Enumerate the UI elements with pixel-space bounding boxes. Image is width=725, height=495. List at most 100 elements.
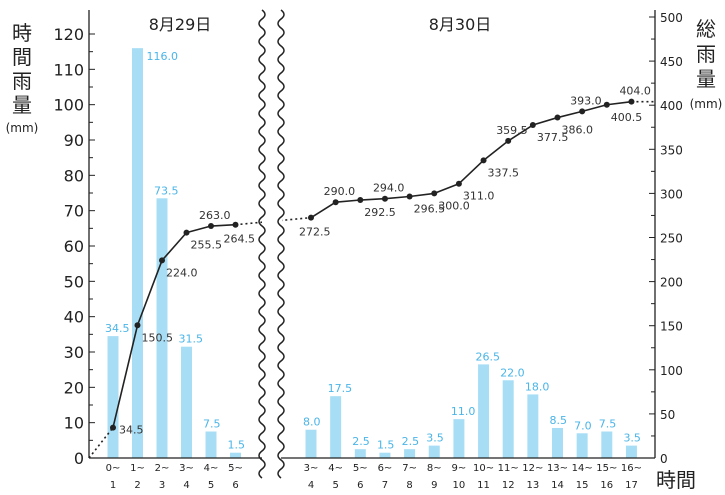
cumulative-labels: 34.5 150.5 224.0 255.5 263.0 264.5 272.5 290.0 2… [119,85,651,437]
axes [88,10,656,459]
left-axis-ticks: 0 10 20 30 40 50 60 70 80 90 100 110 120 [53,25,95,468]
hourly-bar-label: 1.5 [228,439,246,452]
x-tick-label: 4 [308,480,314,491]
hourly-bar [107,336,119,458]
cumulative-label: 224.0 [166,266,198,279]
cumulative-point [529,122,536,129]
cumulative-line-segment [606,100,632,106]
cumulative-label: 34.5 [119,424,144,437]
x-tick-label: 6~ [378,463,393,474]
axis-break-edge [277,9,285,479]
axis-break-band [262,10,282,472]
cumulative-line-segment [335,199,361,204]
x-tick-label: 7~ [402,463,417,474]
x-axis-title: 時間 [656,468,696,492]
hourly-bar-label: 2.5 [352,435,370,448]
x-tick-label: 5~ [353,463,368,474]
hourly-bar-label: 7.5 [203,418,221,431]
left-axis-title-char: 量 [12,93,32,117]
x-tick-label: 7 [382,480,388,491]
x-tick-label: 15~ [596,463,617,474]
hourly-bar [576,433,588,458]
axis-break-edge [258,9,266,479]
cumulative-label: 263.0 [199,209,231,222]
axis-break [258,9,285,479]
cumulative-line-dotted [88,427,114,459]
right-tick-label: 250 [660,232,683,246]
left-tick-label: 10 [64,414,84,433]
cumulative-line-segment [458,159,485,185]
hourly-bar-label: 2.5 [402,435,420,448]
left-tick-label: 100 [53,96,84,115]
right-tick-label: 200 [660,276,683,290]
left-tick-label: 60 [64,237,84,256]
left-tick-label: 70 [64,202,84,221]
right-axis-unit: (mm) [690,97,723,111]
x-tick-label: 12~ [522,463,543,474]
left-tick-label: 80 [64,166,84,185]
cumulative-line-segment [483,140,509,161]
hourly-bar [502,380,514,458]
x-tick-label: 14~ [572,463,593,474]
cumulative-label: 292.5 [364,206,396,219]
hourly-bar [453,419,465,458]
cumulative-line-segment [581,103,608,113]
hourly-bar [305,429,317,458]
left-axis-title-char: 間 [12,45,32,69]
hourly-bar [601,431,613,458]
cumulative-label: 359.5 [496,124,528,137]
hourly-bar-label: 26.5 [476,350,501,363]
date-headers: 8月29日 8月30日 [149,15,492,34]
left-tick-label: 20 [64,378,84,397]
left-tick-label: 40 [64,308,84,327]
x-tick-label: 12 [502,480,515,491]
cumulative-label: 400.5 [611,111,643,124]
cumulative-point [159,257,165,264]
cumulative-line-segment [507,124,534,142]
x-tick-label: 15 [576,480,589,491]
hourly-bar-label: 11.0 [451,405,476,418]
left-tick-label: 0 [74,449,84,468]
right-axis-title-char: 総 [696,17,716,41]
x-tick-label: 6 [357,480,363,491]
hourly-bar-label: 17.5 [328,382,353,395]
x-tick-label: 3 [159,480,165,491]
x-tick-label: 5~ [228,463,243,474]
x-tick-label: 1~ [130,463,145,474]
hourly-bar-label: 18.0 [525,380,550,393]
right-tick-label: 300 [660,187,683,201]
x-axis-ticks: 0~11~22~33~44~55~63~44~55~66~77~88~99~10… [106,463,642,491]
cumulative-label: 264.5 [224,233,256,246]
right-tick-label: 500 [660,11,683,25]
x-tick-label: 10~ [473,463,494,474]
cumulative-point [480,157,487,164]
x-tick-label: 4 [183,480,189,491]
x-tick-label: 4~ [328,463,343,474]
right-axis-title-char: 雨 [696,42,716,66]
left-axis-title-char: 雨 [12,69,32,93]
x-tick-label: 0~ [106,463,121,474]
right-tick-label: 50 [660,408,675,422]
cumulative-point [603,101,610,108]
cumulative-point [357,197,364,204]
cumulative-line-segment [136,260,163,326]
left-tick-label: 90 [64,131,84,150]
hourly-bar-label: 8.0 [303,416,321,429]
hourly-bars [107,48,637,459]
x-tick-label: 2~ [155,463,170,474]
right-tick-label: 100 [660,364,683,378]
hourly-bar-label: 3.5 [623,432,641,445]
cumulative-point [332,199,339,206]
x-tick-label: 17 [625,480,638,491]
hourly-bar-labels: 34.5 116.0 73.5 31.5 7.5 1.5 8.0 17.5 2.5 1.5 2.5 3… [105,50,641,452]
right-tick-label: 350 [660,143,683,157]
x-tick-label: 16 [600,480,613,491]
x-tick-label: 16~ [621,463,642,474]
hourly-bar [625,445,637,458]
right-tick-label: 0 [660,452,668,466]
x-tick-label: 13~ [547,463,568,474]
hourly-bar-label: 7.5 [599,418,617,431]
cumulative-line-segment [532,116,558,126]
cumulative-label: 300.0 [438,199,470,212]
cumulative-label: 337.5 [488,166,520,179]
